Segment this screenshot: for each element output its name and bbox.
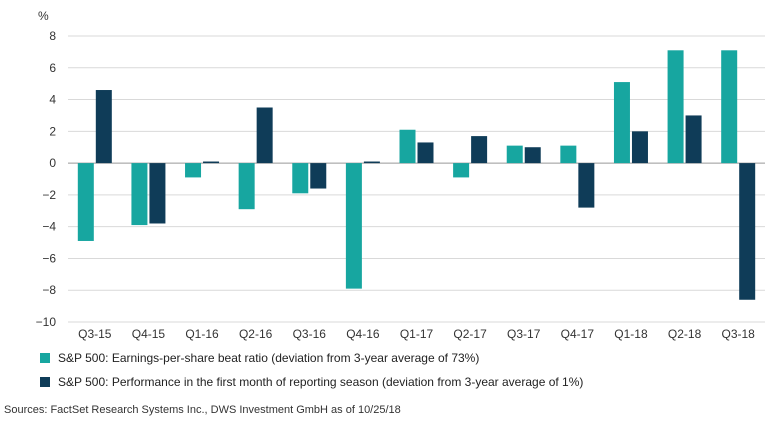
x-tick-label: Q3-17 xyxy=(507,327,541,341)
bar xyxy=(399,129,416,164)
x-tick-label: Q1-18 xyxy=(614,327,648,341)
bar xyxy=(560,145,577,164)
bar xyxy=(613,82,630,164)
bar xyxy=(471,136,488,164)
y-tick-label: −8 xyxy=(42,283,56,297)
bar xyxy=(238,163,255,210)
bar xyxy=(185,163,202,178)
legend-item-performance: S&P 500: Performance in the first month … xyxy=(40,375,583,389)
legend-swatch-performance xyxy=(40,377,50,387)
x-tick-label: Q1-17 xyxy=(400,327,434,341)
y-tick-label: 6 xyxy=(49,61,56,75)
y-tick-label: −6 xyxy=(42,251,56,265)
x-tick-label: Q1-16 xyxy=(185,327,219,341)
bar xyxy=(292,163,309,194)
x-tick-label: Q4-15 xyxy=(132,327,166,341)
x-tick-label: Q3-18 xyxy=(722,327,756,341)
y-tick-label: 4 xyxy=(49,93,56,107)
y-axis: 8 6 4 2 0 −2 −4 −6 −8 −10 xyxy=(36,29,57,329)
source-note: Sources: FactSet Research Systems Inc., … xyxy=(4,404,401,416)
bar xyxy=(631,131,648,164)
bar xyxy=(77,163,94,241)
bars xyxy=(77,50,756,300)
bar xyxy=(345,163,362,289)
x-tick-label: Q3-15 xyxy=(78,327,112,341)
bar xyxy=(667,50,684,164)
y-tick-label: 8 xyxy=(49,29,56,43)
legend-swatch-eps-beat xyxy=(40,353,50,363)
bar xyxy=(256,107,273,164)
x-tick-label: Q4-16 xyxy=(346,327,380,341)
x-tick-label: Q2-17 xyxy=(453,327,487,341)
legend-item-eps-beat: S&P 500: Earnings-per-share beat ratio (… xyxy=(40,351,479,365)
x-tick-label: Q4-17 xyxy=(561,327,595,341)
bar xyxy=(149,163,166,224)
y-tick-label: 0 xyxy=(49,156,56,170)
bar xyxy=(95,90,112,164)
legend-label-eps-beat: S&P 500: Earnings-per-share beat ratio (… xyxy=(58,351,480,365)
bar xyxy=(310,163,327,189)
legend-label-performance: S&P 500: Performance in the first month … xyxy=(58,375,584,389)
bar xyxy=(721,50,738,164)
bar xyxy=(524,147,541,164)
x-tick-label: Q2-16 xyxy=(239,327,273,341)
bar xyxy=(417,142,434,164)
bar xyxy=(453,163,470,178)
y-unit-label: % xyxy=(38,9,49,23)
bar xyxy=(506,145,523,164)
bar xyxy=(363,161,380,164)
bar xyxy=(131,163,148,226)
bar xyxy=(203,161,220,164)
x-tick-label: Q2-18 xyxy=(668,327,702,341)
y-tick-label: 2 xyxy=(49,124,56,138)
bar xyxy=(578,163,595,208)
x-tick-label: Q3-16 xyxy=(293,327,327,341)
x-axis: Q3-15 Q4-15 Q1-16 Q2-16 Q3-16 Q4-16 Q1-17 Q2-17… xyxy=(78,327,755,341)
bar xyxy=(739,163,756,300)
y-tick-label: −2 xyxy=(42,188,56,202)
grid-lines xyxy=(68,35,765,323)
bar xyxy=(685,115,702,164)
y-tick-label: −10 xyxy=(36,315,57,329)
y-tick-label: −4 xyxy=(42,220,56,234)
